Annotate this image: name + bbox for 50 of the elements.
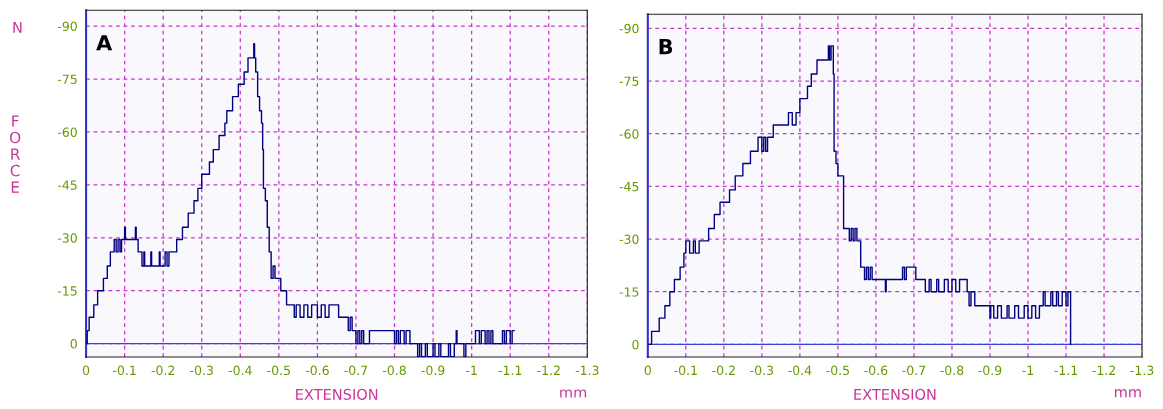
text: mm [560, 389, 587, 398]
y-tick-label: 0 [632, 339, 639, 350]
x-tick-label: -0.3 [750, 365, 774, 376]
annotation: A [96, 35, 113, 51]
y-tick-label: -15 [619, 287, 639, 297]
x-tick-label: -0.7 [344, 365, 368, 376]
x-tick-label: -0.2 [151, 365, 175, 376]
x-tick-label: -1 [1022, 365, 1034, 375]
y-tick-label: -15 [57, 286, 77, 296]
y-tick-label: -90 [619, 23, 639, 34]
y-tick-label: -30 [57, 233, 77, 243]
x-tick-label: -0.8 [382, 365, 406, 376]
x-tick-label: -0.1 [674, 365, 697, 376]
y-tick-label: 0 [70, 339, 77, 349]
x-axis-title: EXTENSION [854, 388, 936, 400]
x-tick-label: 0 [644, 365, 651, 376]
x-tick-label: -1.3 [1130, 365, 1154, 376]
y-tick-label: -45 [619, 182, 639, 192]
x-tick-label: -0.2 [712, 365, 735, 376]
text: N [13, 22, 22, 33]
x-tick-label: 0 [82, 365, 90, 376]
x-tick-label: -0.9 [421, 365, 445, 376]
x-tick-label: -0.7 [902, 365, 926, 376]
y-tick-label: -60 [57, 127, 77, 137]
annotation: B [659, 38, 673, 55]
x-tick-label: -1 [466, 365, 477, 375]
y-tick-label: -30 [619, 234, 639, 244]
x-tick-label: -1.2 [537, 365, 560, 375]
y-tick-label: -90 [57, 21, 77, 32]
x-tick-label: -0.6 [305, 365, 329, 376]
x-tick-label: -0.5 [826, 365, 849, 376]
text: mm [1114, 389, 1141, 398]
x-tick-label: -0.9 [978, 365, 1002, 376]
y-tick-label: -60 [619, 129, 639, 139]
y-tick-label: -45 [57, 180, 77, 190]
x-tick-label: -0.4 [228, 365, 252, 376]
x-tick-label: -1.1 [1054, 365, 1078, 375]
x-tick-label: -0.1 [113, 365, 136, 376]
y-axis-title: FORCE [9, 115, 21, 193]
x-axis-title: EXTENSION [296, 388, 378, 400]
x-tick-label: -1.3 [575, 365, 599, 376]
x-tick-label: -0.5 [267, 365, 290, 376]
x-tick-label: -0.4 [788, 365, 812, 376]
x-tick-label: -0.3 [190, 365, 213, 376]
x-tick-label: -1.2 [1092, 365, 1115, 375]
x-tick-label: -1.1 [498, 365, 522, 375]
y-tick-label: -75 [57, 74, 77, 84]
x-tick-label: -0.8 [940, 365, 964, 376]
x-tick-label: -0.6 [864, 365, 888, 376]
y-tick-label: -75 [619, 76, 639, 86]
